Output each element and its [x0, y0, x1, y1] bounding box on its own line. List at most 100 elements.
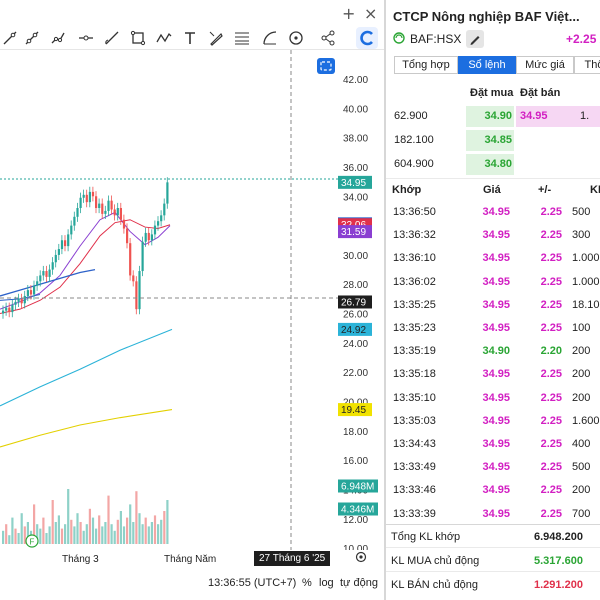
logo-icon[interactable]: [356, 27, 378, 49]
candle-body: [110, 200, 113, 210]
trade-change: 2.20: [540, 345, 562, 358]
candle-body: [91, 191, 95, 197]
trade-time: 13:35:03: [393, 414, 436, 427]
fibonacci-icon[interactable]: [232, 28, 252, 48]
candle-body: [36, 281, 39, 286]
summary-total-label: Tổng KL khớp: [391, 531, 461, 543]
event-marker[interactable]: F: [25, 534, 39, 548]
price-tick-label: 20.00: [343, 398, 368, 409]
candle-body: [119, 208, 122, 220]
volume-bar: [119, 511, 122, 544]
volume-bar: [70, 519, 73, 544]
candle-body: [166, 182, 169, 204]
summary-total-value: 6.948.200: [534, 531, 583, 543]
candle-body: [57, 249, 60, 255]
volume-bar: [138, 513, 141, 544]
volume-bar: [116, 519, 119, 544]
clock-time: 13:36:55 (UTC+7): [208, 577, 297, 589]
volume-bar: [60, 528, 64, 544]
volume-bar: [67, 489, 70, 544]
measure-icon[interactable]: [206, 28, 226, 48]
price-tick-label: 30.00: [343, 251, 368, 262]
candle-body: [144, 232, 147, 242]
trade-row: 13:34:43 34.95 2.25 400: [386, 433, 600, 456]
edit-icon[interactable]: [466, 30, 484, 48]
volume-tag-text: 4.346M: [341, 505, 374, 516]
volume-bar: [135, 491, 138, 544]
trade-price: 34.95: [482, 391, 510, 404]
drawing-toolbar: + ×: [0, 0, 384, 50]
horizontal-line-icon[interactable]: [76, 28, 96, 48]
price-chart[interactable]: 42.0040.0038.0036.0034.0032.0030.0028.00…: [0, 50, 384, 550]
price-tick-label: 42.00: [343, 75, 368, 86]
plus-icon[interactable]: +: [342, 4, 356, 23]
trade-change: 2.25: [540, 206, 562, 218]
share-icon[interactable]: [318, 28, 338, 48]
svg-text:F: F: [30, 538, 35, 547]
candle-body: [20, 298, 23, 304]
candle-body: [51, 262, 54, 270]
close-icon[interactable]: ×: [364, 4, 378, 23]
volume-bar: [98, 515, 101, 544]
ma-yellow-line: [0, 409, 173, 448]
ticker-row: BAF:HSX +2.25 / +: [392, 30, 600, 48]
tab-overview[interactable]: Tổng hợp: [394, 56, 458, 74]
trade-change: 2.25: [540, 414, 562, 427]
panel-divider[interactable]: [384, 0, 386, 600]
volume-bar: [88, 508, 91, 544]
rectangle-icon[interactable]: [128, 28, 148, 48]
text-icon[interactable]: [180, 28, 200, 48]
trade-time: 13:35:18: [393, 368, 436, 381]
price-tag-ma_e: [338, 403, 372, 417]
candle-body: [129, 243, 132, 276]
company-title: CTCP Nông nghiệp BAF Việt...: [393, 9, 580, 24]
candle-body: [8, 307, 11, 313]
trade-change: 2.25: [540, 322, 562, 334]
panel-tabs: Tổng hợp Sổ lệnh Mức giá Thố: [394, 56, 600, 74]
ma-cyan-line: [0, 328, 173, 407]
trade-volume: 18.100: [572, 298, 600, 311]
volume-bar: [26, 522, 29, 544]
trade-row: 13:35:23 34.95 2.25 100: [386, 317, 600, 340]
tab-price-levels[interactable]: Mức giá: [516, 56, 574, 74]
bid-bar: [466, 130, 514, 151]
x-label-may: Tháng Năm: [164, 554, 217, 565]
trade-time: 13:35:10: [393, 391, 436, 404]
price-tick-label: 28.00: [343, 280, 368, 291]
bid-volume: 604.900: [394, 158, 434, 170]
price-tick-label: 38.00: [343, 134, 368, 145]
auto-scale-icon: [320, 61, 332, 71]
candle-body: [26, 290, 29, 296]
volume-bar: [147, 526, 150, 544]
trendline-tool-icon[interactable]: [48, 28, 68, 48]
price-tag-last: [338, 175, 372, 189]
tab-orderbook[interactable]: Sổ lệnh: [458, 56, 516, 74]
circle-icon[interactable]: [286, 28, 306, 48]
bid-price: 34.80: [484, 158, 512, 170]
trade-price: 34.95: [482, 275, 510, 288]
trade-change: 2.25: [540, 275, 562, 288]
candle-body: [104, 210, 107, 214]
auto-scale-button[interactable]: [317, 58, 335, 74]
refresh-icon[interactable]: [392, 31, 406, 45]
percent-toggle[interactable]: %: [302, 577, 312, 589]
gear-icon[interactable]: [354, 550, 368, 564]
brush-icon[interactable]: [102, 28, 122, 48]
tab-stats[interactable]: Thố: [574, 56, 600, 74]
log-toggle[interactable]: log: [319, 577, 334, 589]
candle-body: [67, 234, 70, 247]
volume-tag-text: 6.948M: [341, 482, 374, 493]
volume-bar: [17, 533, 20, 544]
price-tick-label: 18.00: [343, 427, 368, 438]
path-icon[interactable]: [154, 28, 174, 48]
volume-bar: [20, 513, 23, 544]
summary-buy-value: 5.317.600: [534, 555, 583, 567]
candle-body: [113, 209, 116, 216]
ray-tool-icon[interactable]: [22, 28, 42, 48]
trade-price: 34.95: [482, 252, 510, 265]
candle-body: [135, 281, 138, 310]
summary-sell-value: 1.291.200: [534, 579, 583, 591]
arc-icon[interactable]: [260, 28, 280, 48]
line-tool-icon[interactable]: [0, 28, 20, 48]
auto-toggle[interactable]: tự động: [340, 577, 378, 589]
